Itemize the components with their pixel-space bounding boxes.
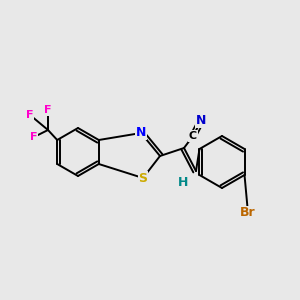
Text: Br: Br [240,206,256,220]
Text: F: F [44,105,52,115]
Text: H: H [178,176,188,188]
Text: C: C [189,131,197,141]
Text: N: N [196,115,206,128]
Text: F: F [30,132,38,142]
Text: S: S [139,172,148,184]
Text: N: N [136,127,146,140]
Text: F: F [26,110,34,120]
